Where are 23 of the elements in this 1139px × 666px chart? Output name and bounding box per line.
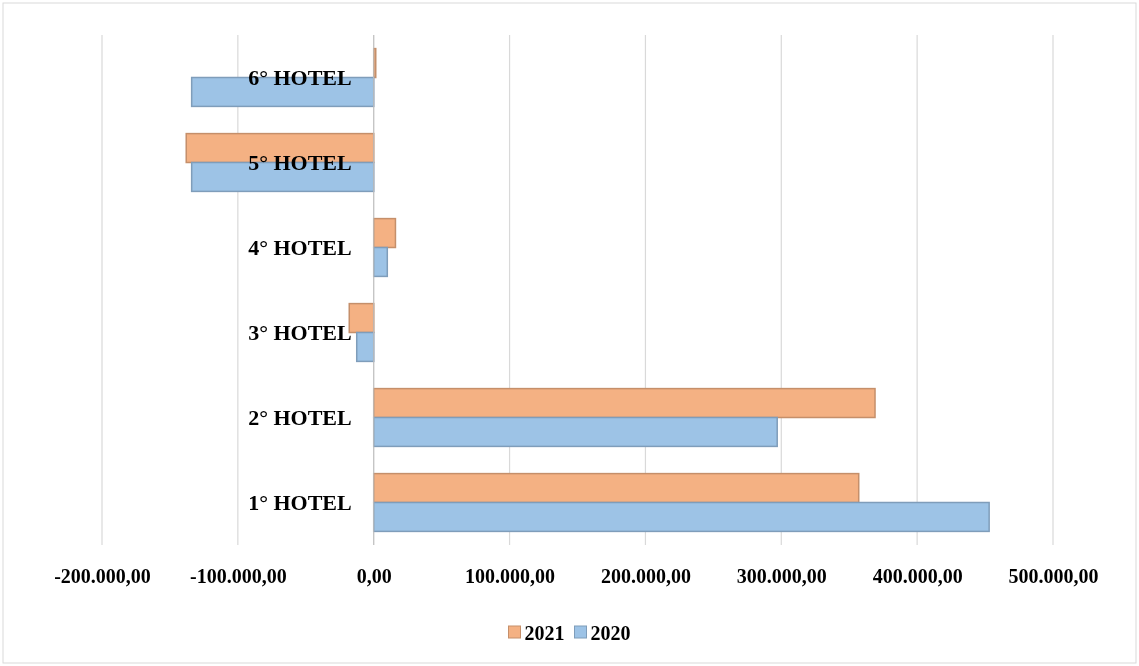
bar: [372, 472, 860, 504]
x-tick-label: 200.000,00: [600, 565, 691, 588]
y-tick-label: 1° HOTEL: [248, 490, 352, 516]
x-tick-label: 400.000,00: [872, 565, 963, 588]
x-tick-label: 500.000,00: [1008, 565, 1099, 588]
legend-label: 2020: [590, 622, 631, 644]
x-tick-label: 100.000,00: [465, 565, 556, 588]
x-tick-label: 300.000,00: [736, 565, 827, 588]
y-tick-label: 4° HOTEL: [248, 235, 352, 261]
bar: [372, 387, 876, 419]
bar: [372, 501, 990, 533]
bar: [355, 331, 375, 363]
y-tick-label: 5° HOTEL: [248, 150, 352, 176]
bar: [372, 246, 389, 278]
bar: [372, 217, 397, 249]
y-tick-label: 3° HOTEL: [248, 320, 352, 346]
y-tick-label: 6° HOTEL: [248, 65, 352, 91]
x-tick-label: -200.000,00: [54, 565, 151, 588]
x-tick-label: -100.000,00: [190, 565, 287, 588]
x-tick-label: 0,00: [356, 565, 392, 588]
legend-label: 2021: [524, 622, 565, 644]
bar: [372, 416, 778, 448]
y-tick-label: 2° HOTEL: [248, 405, 352, 431]
